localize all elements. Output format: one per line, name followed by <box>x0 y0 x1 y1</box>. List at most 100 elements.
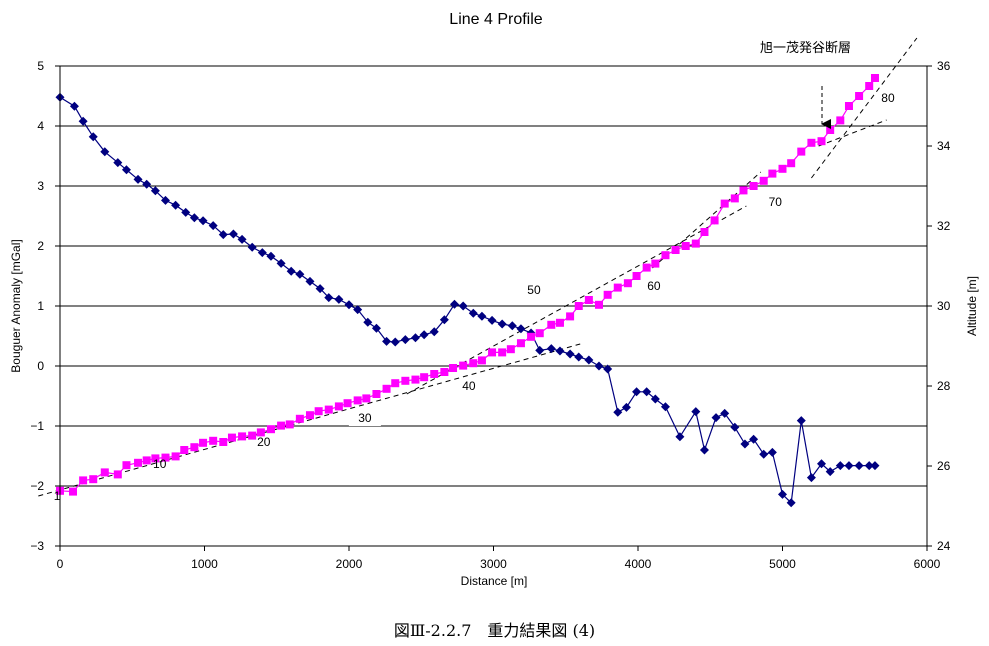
altitude-point <box>730 194 739 203</box>
bouguer-anomaly-point <box>854 461 864 471</box>
altitude-point <box>295 414 304 423</box>
bouguer-anomaly-point <box>69 101 79 111</box>
y-left-tick-label: 4 <box>37 119 44 133</box>
bouguer-anomaly-point <box>121 165 131 175</box>
station-label: 1 <box>54 489 61 503</box>
x-tick-label: 3000 <box>480 557 507 571</box>
bouguer-anomaly-point <box>371 323 381 333</box>
station-label: 30 <box>358 411 372 425</box>
altitude-point <box>691 239 700 248</box>
trend-guides <box>38 37 918 497</box>
bouguer-anomaly-point <box>468 308 478 318</box>
x-tick-label: 2000 <box>336 557 363 571</box>
altitude-point <box>547 320 556 329</box>
altitude-point <box>710 216 719 225</box>
altitude-point <box>161 453 170 462</box>
bouguer-anomaly-point <box>691 407 701 417</box>
bouguer-anomaly-point <box>594 361 604 371</box>
altitude-point <box>219 438 228 446</box>
figure-caption: 図Ⅲ-2.2.7 重力結果図 (4) <box>393 621 596 640</box>
altitude-point <box>401 376 410 385</box>
bouguer-anomaly-point <box>675 432 685 442</box>
bouguer-anomaly-point <box>142 179 152 189</box>
bouguer-anomaly-point <box>266 251 276 261</box>
y-right-tick-label: 24 <box>937 539 951 553</box>
altitude-point <box>353 396 362 405</box>
altitude-point <box>817 137 826 146</box>
gravity-profile-chart: Line 4 Profile 0 1000 2000 3000 4000 5000 6000… <box>9 11 979 588</box>
y-left-tick-label: 2 <box>37 239 44 253</box>
altitude-point <box>324 405 333 414</box>
altitude-point <box>113 470 122 479</box>
series-layer <box>55 74 880 508</box>
altitude-point <box>89 475 98 484</box>
altitude-point <box>449 364 458 372</box>
bouguer-anomaly-point <box>603 364 613 374</box>
bouguer-anomaly-point <box>160 195 170 205</box>
altitude-point <box>603 290 612 299</box>
altitude-point <box>372 390 381 398</box>
altitude-point <box>836 116 845 125</box>
y-right-tick-label: 28 <box>937 379 951 393</box>
bouguer-anomaly-point <box>487 315 497 325</box>
altitude-point <box>277 421 286 430</box>
altitude-point <box>459 361 468 370</box>
bouguer-anomaly-point <box>315 284 325 294</box>
y-left-tick-label: −1 <box>30 419 44 433</box>
altitude-point <box>661 251 670 260</box>
station-label: 20 <box>257 435 271 449</box>
altitude-point <box>256 428 265 437</box>
bouguer-anomaly-point <box>353 305 363 315</box>
bouguer-anomaly-point <box>150 186 160 196</box>
bouguer-anomaly-point <box>817 459 827 469</box>
x-tick-label: 1000 <box>191 557 218 571</box>
altitude-point <box>566 312 575 321</box>
altitude-point <box>632 272 641 280</box>
altitude-point <box>555 318 564 327</box>
altitude-point <box>430 370 439 378</box>
bouguer-anomaly-point <box>844 461 854 471</box>
bouguer-anomaly-point <box>334 294 344 304</box>
bouguer-anomaly-point <box>660 402 670 412</box>
bouguer-anomaly-point <box>621 402 631 412</box>
x-tick-label: 4000 <box>625 557 652 571</box>
altitude-point <box>651 259 660 268</box>
bouguer-anomaly-point <box>546 344 556 354</box>
altitude-point <box>227 433 236 442</box>
bouguer-anomaly-point <box>390 337 400 347</box>
y-left-axis-ticks: −3 −2 −1 0 1 2 3 4 5 <box>30 59 60 553</box>
bouguer-anomaly-point <box>650 394 660 404</box>
bouguer-anomaly-point <box>400 335 410 345</box>
station-label: 80 <box>881 91 895 105</box>
bouguer-anomaly-point <box>198 216 208 226</box>
altitude-point <box>870 74 879 82</box>
altitude-point <box>79 476 88 485</box>
altitude-point <box>171 452 180 461</box>
bouguer-anomaly-point <box>208 221 218 231</box>
altitude-point <box>681 242 690 250</box>
altitude-point <box>498 348 507 357</box>
altitude-point <box>807 138 816 147</box>
bouguer-anomaly-point <box>344 300 354 310</box>
altitude-point <box>151 454 160 463</box>
bouguer-anomaly-point <box>613 407 623 417</box>
altitude-point <box>594 300 603 309</box>
bouguer-anomaly-point <box>324 293 334 303</box>
altitude-point <box>343 399 352 408</box>
altitude-point <box>516 339 525 348</box>
bouguer-anomaly-point <box>237 234 247 244</box>
altitude-point <box>180 446 189 454</box>
bouguer-anomaly-point <box>497 319 507 329</box>
altitude-point <box>739 186 748 195</box>
bouguer-anomaly-point <box>825 467 835 477</box>
bouguer-anomaly-point <box>535 345 545 355</box>
bouguer-anomaly-point <box>516 324 526 334</box>
y-right-tick-label: 30 <box>937 299 951 313</box>
bouguer-anomaly-point <box>305 276 315 286</box>
altitude-point <box>787 159 796 168</box>
bouguer-anomaly-point <box>100 147 110 157</box>
bouguer-anomaly-point <box>749 434 759 444</box>
bouguer-anomaly-point <box>419 330 429 340</box>
bouguer-anomaly-point <box>171 200 181 210</box>
x-axis-label: Distance [m] <box>461 574 528 588</box>
